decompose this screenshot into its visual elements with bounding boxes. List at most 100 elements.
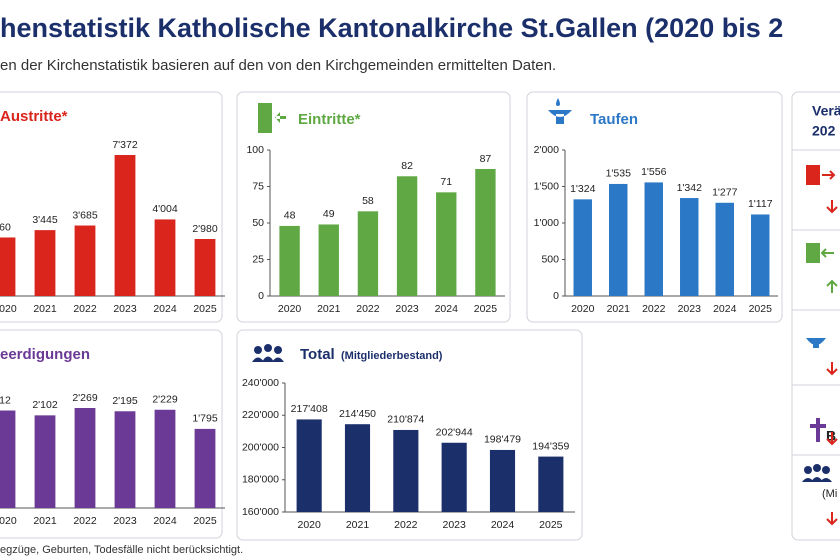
bar <box>0 237 16 296</box>
bar <box>114 155 136 296</box>
bar <box>34 230 56 296</box>
x-tick-label: 2023 <box>113 515 137 527</box>
value-label: 198'479 <box>484 434 521 446</box>
bar <box>609 183 628 296</box>
page-subtitle: en der Kirchenstatistik basieren auf den… <box>0 57 556 74</box>
x-tick-label: 2020 <box>297 519 321 531</box>
x-tick-label: 2025 <box>749 303 773 315</box>
x-tick-label: 2024 <box>153 515 177 527</box>
bar <box>573 199 592 296</box>
value-label: 1'277 <box>712 187 738 199</box>
x-tick-label: 2020 <box>0 515 17 527</box>
y-tick-label: 0 <box>553 290 559 302</box>
y-tick-label: 75 <box>252 180 264 192</box>
bar <box>475 168 496 296</box>
x-tick-label: 2023 <box>442 519 466 531</box>
x-tick-label: 2025 <box>193 303 217 315</box>
value-label: 2'229 <box>152 394 178 406</box>
chart-subtitle: (Mitgliederbestand) <box>341 350 443 362</box>
y-tick-label: 220'000 <box>242 409 279 421</box>
bar <box>441 442 467 512</box>
chart-title: eerdigungen <box>0 346 90 363</box>
chart-title: Total <box>300 346 335 363</box>
chart-title: Austritte* <box>0 108 68 125</box>
value-label: 49 <box>323 208 335 220</box>
side-panel <box>791 91 840 541</box>
x-tick-label: 2022 <box>73 303 97 315</box>
value-label: 1'556 <box>641 166 667 178</box>
x-tick-label: 2021 <box>33 303 57 315</box>
value-label: 48 <box>284 210 296 222</box>
x-tick-label: 2023 <box>678 303 702 315</box>
side-title: Verä <box>812 103 840 119</box>
value-label: 4'004 <box>152 203 178 215</box>
bar <box>396 176 418 296</box>
bar <box>114 411 136 508</box>
side-title: 202 <box>812 123 836 139</box>
panel <box>0 91 223 323</box>
y-tick-label: 240'000 <box>242 377 279 389</box>
value-label: 87 <box>480 153 492 165</box>
bar <box>644 182 663 296</box>
y-tick-label: 100 <box>246 144 264 156</box>
x-tick-label: 2025 <box>474 303 498 315</box>
x-tick-label: 2021 <box>317 303 341 315</box>
value-label: 3'685 <box>72 209 98 221</box>
x-tick-label: 2020 <box>0 303 17 315</box>
bar <box>344 424 371 512</box>
y-tick-label: 0 <box>258 290 264 302</box>
value-label: 1'342 <box>677 182 703 194</box>
bar <box>296 419 322 512</box>
x-tick-label: 2021 <box>346 519 370 531</box>
x-tick-label: 2024 <box>153 303 177 315</box>
bar <box>74 408 96 508</box>
value-label: 2'980 <box>192 223 218 235</box>
value-label: 7'372 <box>112 139 138 151</box>
y-tick-label: 25 <box>252 253 264 265</box>
icon <box>254 346 262 354</box>
bar <box>279 225 300 296</box>
x-tick-label: 2024 <box>491 519 515 531</box>
icon <box>252 356 284 362</box>
x-tick-label: 2025 <box>193 515 217 527</box>
x-tick-label: 2022 <box>356 303 380 315</box>
footnote: egzüge, Geburten, Todesfälle nicht berüc… <box>0 544 243 556</box>
bar <box>34 415 56 508</box>
x-tick-label: 2022 <box>642 303 666 315</box>
value-label: 202'944 <box>436 427 473 439</box>
y-tick-label: 180'000 <box>242 474 279 486</box>
y-tick-label: 2'000 <box>534 144 560 156</box>
side-icons <box>802 165 836 482</box>
value-label: 1'535 <box>606 168 632 180</box>
bar <box>74 225 96 296</box>
value-label: 3'445 <box>32 214 58 226</box>
icon <box>275 112 286 123</box>
side-label: (Mi <box>822 488 837 500</box>
value-label: 194'359 <box>532 440 569 452</box>
side-separators <box>792 149 840 456</box>
x-tick-label: 2025 <box>539 519 563 531</box>
value-label: 12 <box>0 394 11 406</box>
x-tick-label: 2020 <box>571 303 595 315</box>
x-tick-label: 2021 <box>33 515 57 527</box>
y-tick-label: 50 <box>252 217 264 229</box>
x-tick-label: 2023 <box>395 303 419 315</box>
value-label: 1'795 <box>192 413 218 425</box>
value-label: 58 <box>362 195 374 207</box>
icon <box>258 103 272 133</box>
icon <box>264 344 272 352</box>
bar <box>357 211 379 296</box>
y-tick-label: 160'000 <box>242 506 279 518</box>
y-tick-label: 200'000 <box>242 441 279 453</box>
bar <box>154 409 176 508</box>
y-tick-label: 1'000 <box>534 217 560 229</box>
bar <box>318 224 339 296</box>
bar <box>489 449 516 512</box>
bar <box>0 410 16 508</box>
value-label: 82 <box>401 160 413 172</box>
chart-title: Eintritte* <box>298 111 361 128</box>
value-label: 2'195 <box>112 395 138 407</box>
x-tick-label: 2020 <box>278 303 302 315</box>
panels: Austritte* 60 2020 3'445 2021 3'685 2022 7'372 2… <box>0 91 783 541</box>
